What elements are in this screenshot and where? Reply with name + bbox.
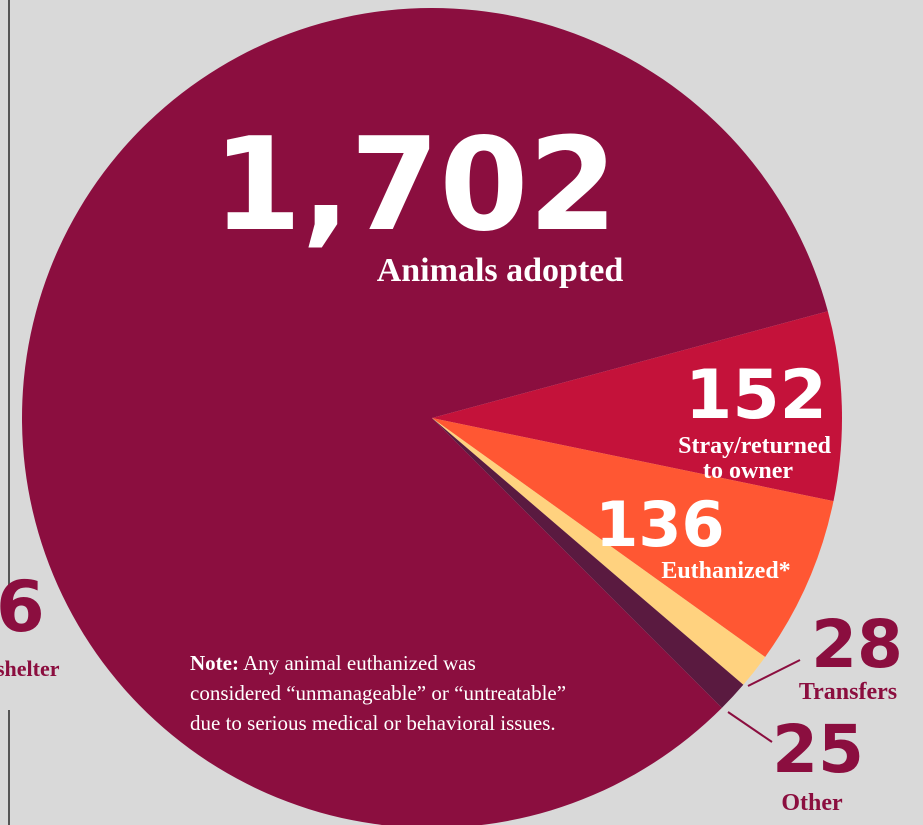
slice-label-stray-line1: Stray/returned (678, 433, 832, 459)
slice-transfers (432, 418, 766, 685)
slice-label-transfers: Transfers (799, 679, 897, 705)
slice-adopted (22, 8, 828, 825)
note-lead: Note: (190, 651, 239, 675)
note-line-3: due to serious medical or behavioral iss… (190, 711, 556, 735)
slice-stray (432, 311, 842, 502)
slice-value-adopted: 1,702 (213, 111, 618, 260)
slice-label-other: Other (781, 790, 843, 816)
slice-value-stray: 152 (685, 356, 827, 435)
partial-stat-number: 6 (0, 566, 45, 648)
note-line-1-text: Any animal euthanized was (239, 651, 476, 675)
slice-label-adopted: Animals adopted (377, 252, 624, 289)
slice-value-transfers: 28 (811, 606, 903, 683)
divider-line-top (8, 0, 10, 585)
leader-line-transfers (747, 659, 801, 687)
slice-value-other: 25 (772, 711, 864, 788)
slice-other (432, 418, 744, 708)
slice-value-euthanized: 136 (595, 488, 724, 561)
leader-line-other (727, 711, 773, 743)
note-line-1: Note: Any animal euthanized was (190, 651, 476, 675)
partial-stat-label: shelter (0, 656, 60, 681)
divider-line-bottom (8, 710, 10, 825)
note-line-2: considered “unmanageable” or “untreatabl… (190, 681, 566, 705)
slice-label-euthanized: Euthanized* (661, 558, 790, 584)
slice-euthanized (432, 418, 834, 658)
slice-label-stray-line2: to owner (703, 458, 793, 484)
pie-slices (22, 8, 842, 825)
